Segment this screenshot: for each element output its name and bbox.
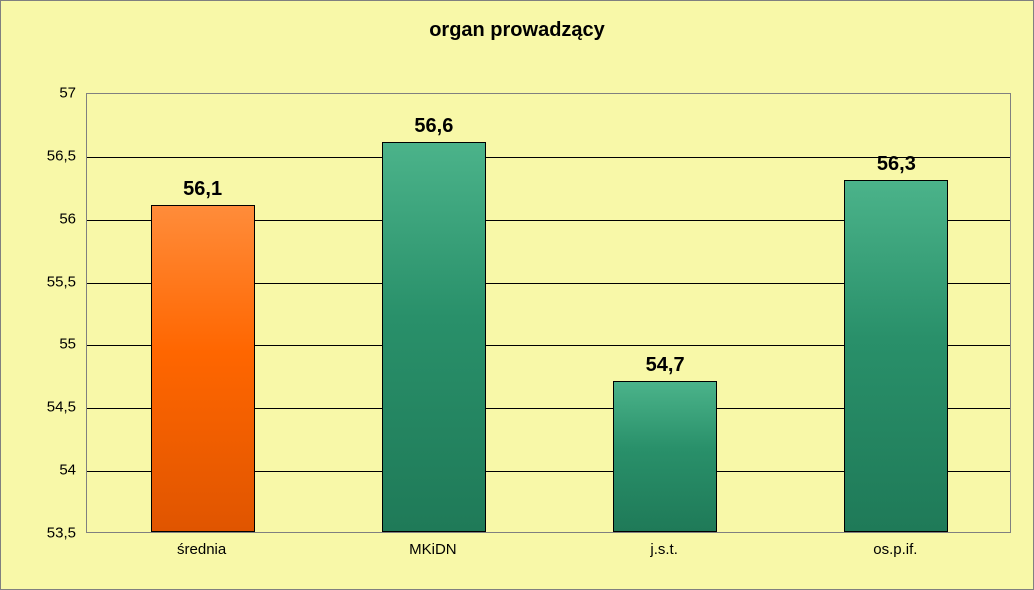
bar-value-label: 56,1	[183, 178, 222, 201]
bar	[613, 381, 717, 532]
chart-title: organ prowadzący	[1, 19, 1033, 42]
x-tick-label: j.s.t.	[650, 541, 678, 558]
bar	[382, 142, 486, 532]
bar	[844, 180, 948, 532]
x-tick-label: MKiDN	[409, 541, 457, 558]
chart-container: organ prowadzący 56,156,654,756,3 53,554…	[0, 0, 1034, 590]
bar-value-label: 56,3	[877, 153, 916, 176]
bar-value-label: 56,6	[414, 115, 453, 138]
bar-value-label: 54,7	[646, 354, 685, 377]
x-tick-label: os.p.if.	[873, 541, 917, 558]
gridline	[87, 157, 1010, 158]
plot-area: 56,1 56,6 54,7 56,3	[86, 93, 1011, 533]
bar	[151, 205, 255, 532]
x-tick-label: średnia	[177, 541, 226, 558]
